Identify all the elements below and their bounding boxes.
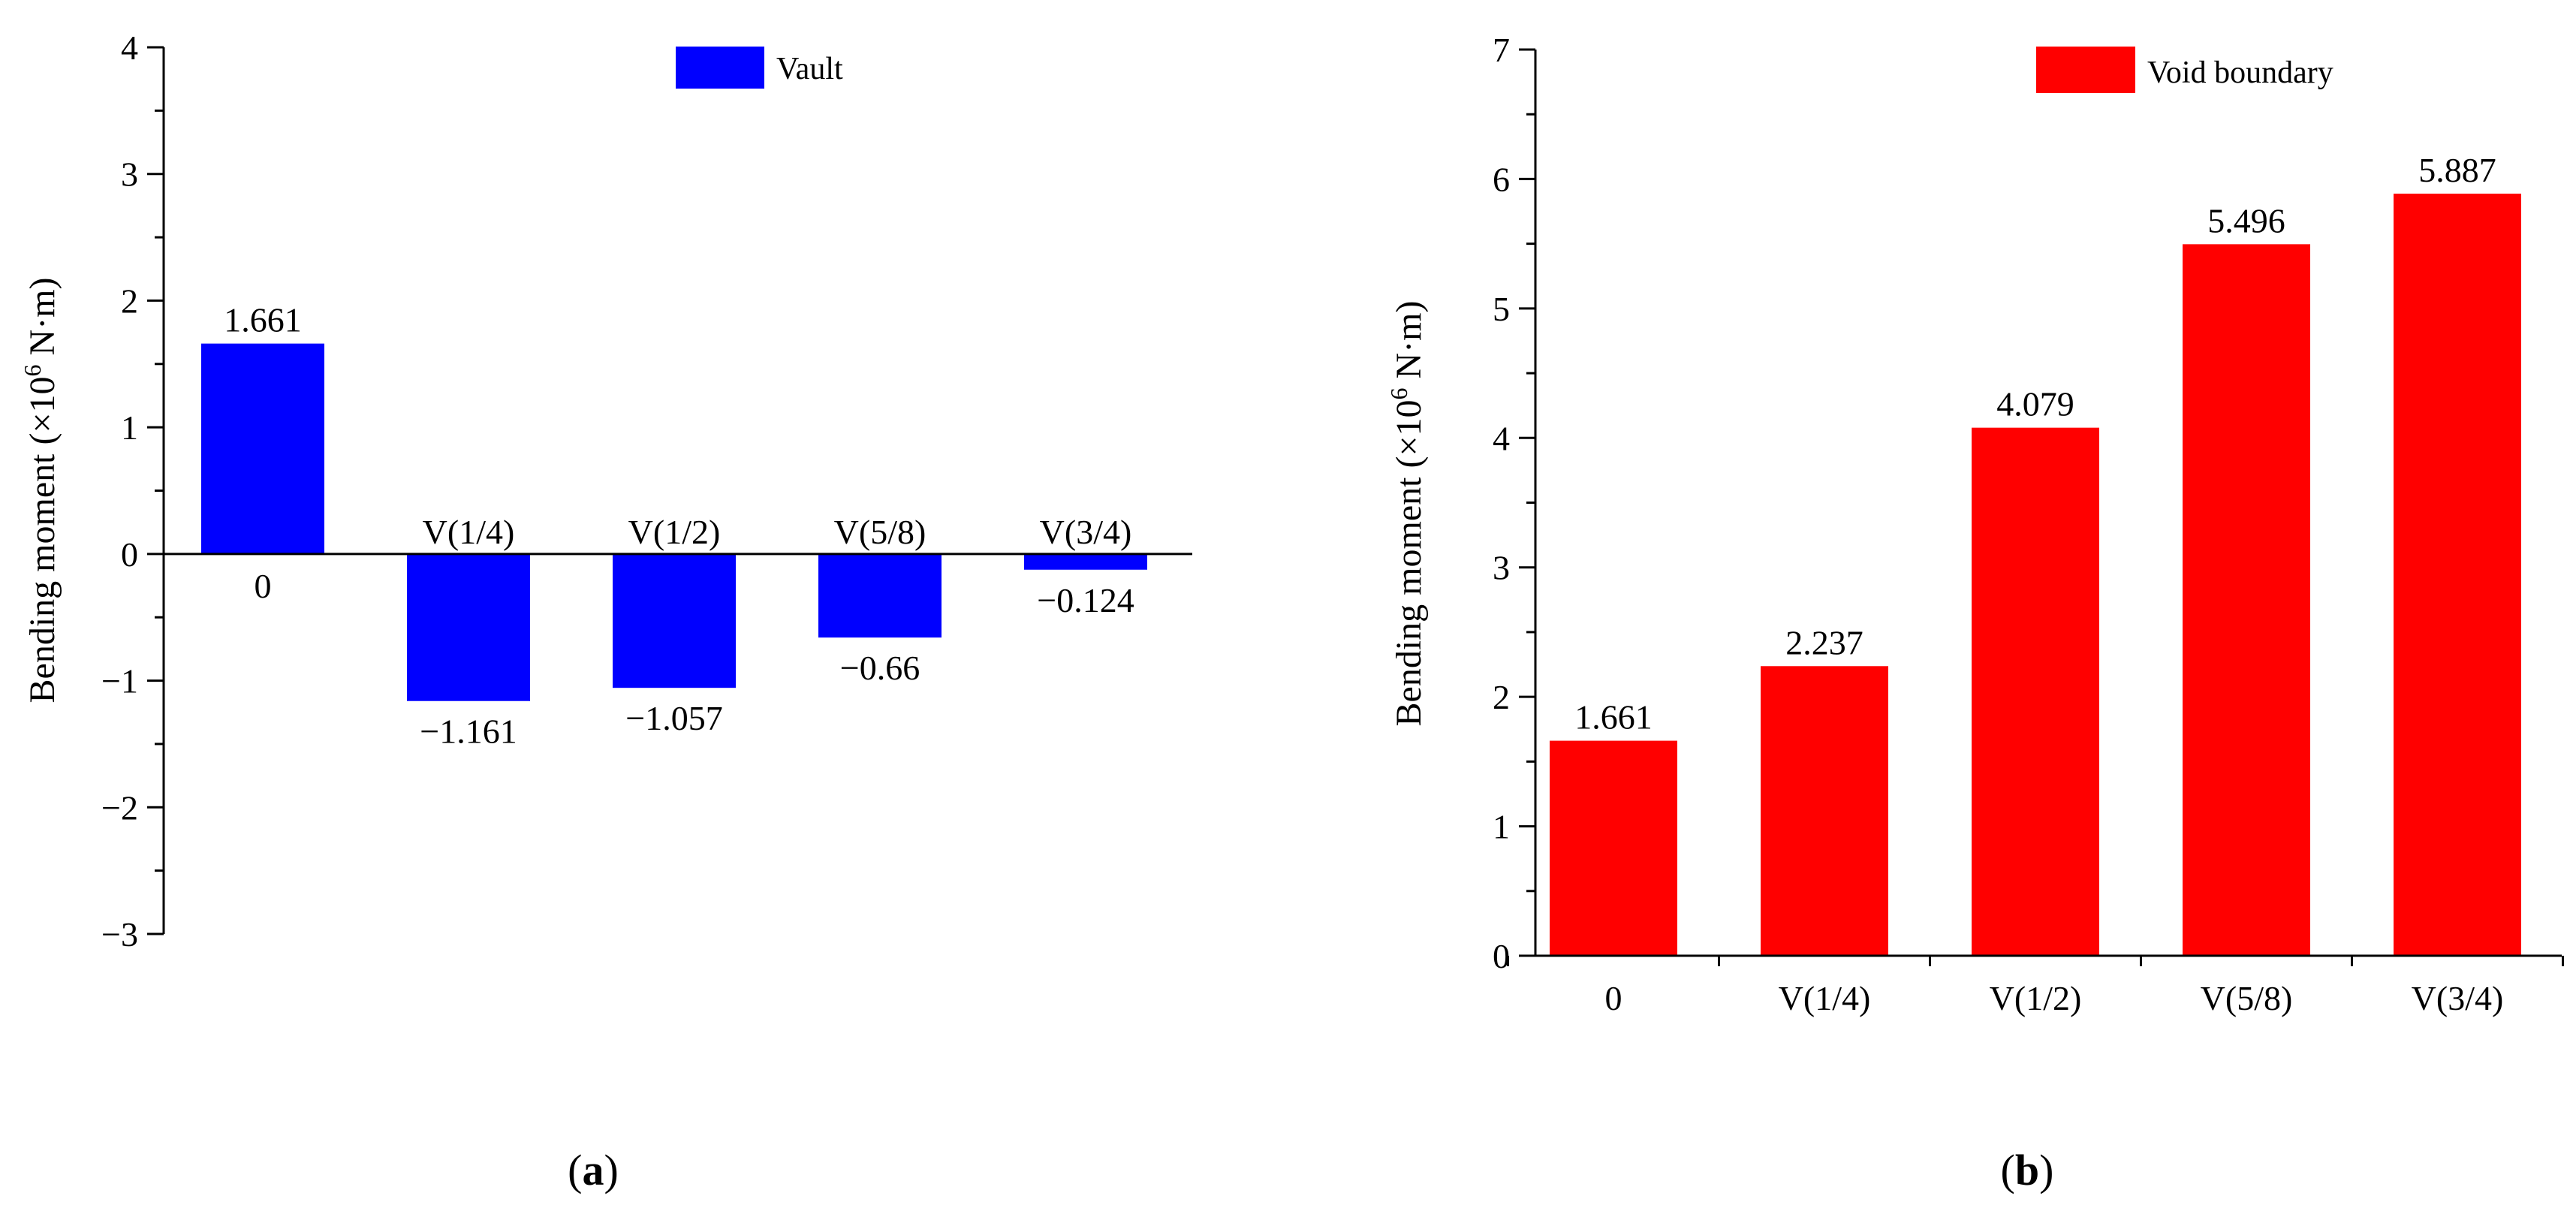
chart-a-data-label: 1.661 (224, 301, 302, 339)
chart-b-y-tick-label: 1 (1493, 808, 1510, 846)
chart-a-y-axis-title: Bending moment (×106 N·m) (19, 278, 62, 703)
chart-b-category-label: V(1/2) (1990, 979, 2082, 1017)
chart-a-data-labels: 1.661 −1.161 −1.057 −0.66 −0.124 (224, 301, 1134, 751)
chart-b-y-tick-label: 7 (1493, 31, 1510, 69)
chart-a-category-label: V(3/4) (1040, 513, 1132, 551)
chart-b-category-label: 0 (1605, 979, 1622, 1017)
chart-a-y-tick-label: −1 (101, 662, 138, 700)
chart-a-category-label: 0 (255, 567, 272, 605)
chart-b-category-label: V(3/4) (2412, 979, 2504, 1017)
chart-b-bars (1550, 193, 2521, 956)
chart-a-y-tick-label: 1 (121, 408, 138, 447)
chart-b-y-tick-label: 5 (1493, 290, 1510, 328)
chart-a-category-label: V(1/4) (423, 513, 515, 551)
chart-a-legend-swatch (676, 47, 764, 89)
chart-a-y-tick-label: −2 (101, 788, 138, 827)
chart-b-bar (2394, 193, 2521, 956)
chart-b-legend-label: Void boundary (2147, 56, 2333, 90)
chart-a-bar (818, 553, 942, 638)
chart-b-panel-letter: b (2015, 1146, 2039, 1194)
chart-b-ylabel-prefix: Bending moment (×10 (1389, 399, 1429, 726)
chart-b-category-label: V(5/8) (2201, 979, 2293, 1017)
chart-a-bar (201, 343, 324, 554)
chart-a-y-tick-label: 3 (121, 155, 138, 194)
chart-b-bar (1761, 666, 1888, 956)
chart-a-data-label: −1.057 (625, 699, 722, 737)
chart-a-y-tick-label: 0 (121, 535, 138, 574)
chart-a-category-label: V(1/2) (628, 513, 721, 551)
chart-b-data-label: 1.661 (1574, 698, 1653, 737)
chart-b-y-tick-label: 4 (1493, 419, 1510, 457)
chart-a-bar (1024, 553, 1147, 570)
chart-a-ylabel-prefix: Bending moment (×10 (23, 376, 62, 703)
chart-a-data-label: −0.66 (840, 649, 920, 687)
chart-a-data-label: −0.124 (1037, 581, 1134, 619)
chart-a: −3 −2 −1 0 1 2 3 4 0 V(1/4) V(1/2) V(5/8) V(3/4) 1.… (19, 29, 1192, 1194)
chart-b-bar (1550, 740, 1677, 956)
chart-b-ylabel-sup: 6 (1385, 387, 1412, 399)
chart-a-panel-letter: a (583, 1146, 604, 1194)
chart-b-y-tick-label: 2 (1493, 678, 1510, 716)
chart-a-category-labels: 0 V(1/4) V(1/2) V(5/8) V(3/4) (255, 513, 1132, 605)
chart-b-data-label: 2.237 (1785, 623, 1863, 661)
chart-a-panel-label: (a) (568, 1146, 619, 1194)
chart-a-bars (201, 343, 1147, 701)
chart-a-bar (407, 553, 530, 701)
chart-a-y-tick-label: 2 (121, 282, 138, 320)
chart-b-y-tick-label: 3 (1493, 549, 1510, 587)
chart-b-y-tick-label: 6 (1493, 160, 1510, 198)
chart-a-y-ticks: −3 −2 −1 0 1 2 3 4 (101, 29, 164, 953)
chart-b-bar (2183, 244, 2310, 956)
chart-b-category-labels: 0 V(1/4) V(1/2) V(5/8) V(3/4) (1605, 979, 2504, 1017)
chart-b-category-label: V(1/4) (1779, 979, 1871, 1017)
chart-a-legend-label: Vault (776, 52, 843, 86)
chart-a-legend: Vault (676, 47, 843, 89)
chart-b-y-ticks: 0 1 2 3 4 5 6 7 (1493, 31, 1535, 975)
chart-b-legend: Void boundary (2036, 47, 2333, 93)
chart-b-y-axis-title: Bending moment (×106 N·m) (1385, 301, 1429, 727)
chart-a-ylabel-sup: 6 (19, 364, 46, 376)
chart-a-data-label: −1.161 (420, 712, 517, 751)
chart-a-y-tick-label: 4 (121, 29, 138, 67)
chart-b-bar (1972, 427, 2099, 956)
chart-a-y-tick-label: −3 (101, 915, 138, 953)
chart-b-data-labels: 1.661 2.237 4.079 5.496 5.887 (1574, 151, 2496, 737)
chart-b: 0 1 2 3 4 5 6 7 0 V(1/4) V(1/2) V(5/8) V(3/4) 1.661… (1385, 31, 2564, 1194)
chart-b-data-label: 4.079 (1996, 385, 2074, 423)
chart-b-ylabel-suffix: N·m) (1389, 301, 1429, 388)
chart-b-data-label: 5.887 (2418, 151, 2496, 189)
chart-b-y-tick-label: 0 (1493, 937, 1510, 975)
chart-a-bar (613, 553, 736, 688)
chart-b-legend-swatch (2036, 47, 2135, 93)
chart-b-panel-label: (b) (2001, 1146, 2054, 1194)
chart-a-ylabel-suffix: N·m) (23, 278, 62, 365)
chart-b-data-label: 5.496 (2207, 201, 2285, 239)
chart-a-category-label: V(5/8) (834, 513, 926, 551)
